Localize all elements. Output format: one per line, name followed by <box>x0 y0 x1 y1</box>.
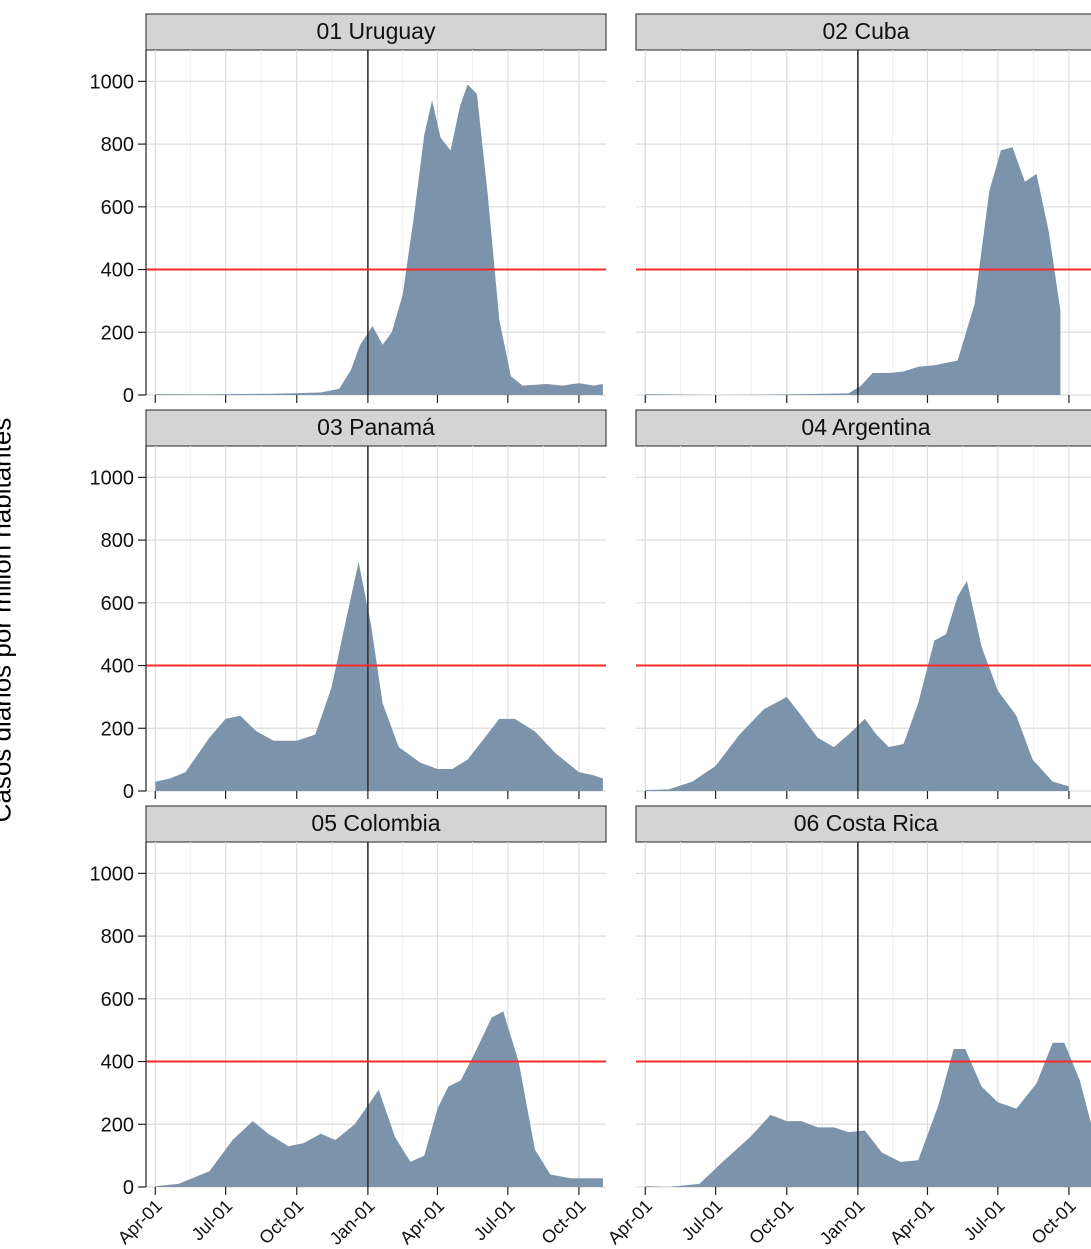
x-tick-label: Jul-01 <box>470 1196 519 1245</box>
x-tick-label: Apr-01 <box>604 1196 656 1248</box>
x-tick-label: Apr-01 <box>886 1196 938 1248</box>
area-series-06 Costa Rica <box>645 1042 1091 1187</box>
facet-strip <box>145 409 607 447</box>
facet-title: 03 Panamá <box>317 414 435 440</box>
y-tick-label: 1000 <box>90 467 135 489</box>
y-tick-label: 200 <box>101 1114 134 1136</box>
y-tick-label: 200 <box>101 322 134 344</box>
y-tick-label: 800 <box>101 926 134 948</box>
facet-title: 05 Colombia <box>311 810 440 836</box>
area-series-02 Cuba <box>645 147 1061 395</box>
y-tick-label: 600 <box>101 197 134 219</box>
facet-strip <box>635 805 1091 843</box>
x-tick-label: Apr-01 <box>114 1196 166 1248</box>
area-series-01 Uruguay <box>155 84 603 395</box>
x-tick-label: Oct-01 <box>537 1196 589 1248</box>
y-tick-label: 1000 <box>90 863 135 885</box>
facet-title: 02 Cuba <box>823 18 910 44</box>
y-tick-label: 0 <box>123 781 134 803</box>
facet-strip <box>635 13 1091 51</box>
y-tick-label: 1000 <box>90 71 135 93</box>
facet-title: 06 Costa Rica <box>794 810 939 836</box>
x-tick-label: Jan-01 <box>326 1196 379 1249</box>
x-tick-label: Jul-01 <box>960 1196 1009 1245</box>
y-tick-label: 800 <box>101 134 134 156</box>
x-tick-label: Oct-01 <box>255 1196 307 1248</box>
facet-strip <box>635 409 1091 447</box>
y-tick-label: 400 <box>101 260 134 282</box>
facet-title: 01 Uruguay <box>317 18 436 44</box>
y-tick-label: 0 <box>123 385 134 407</box>
y-tick-label: 0 <box>123 1177 134 1199</box>
x-tick-label: Oct-01 <box>745 1196 797 1248</box>
y-tick-label: 200 <box>101 718 134 740</box>
x-tick-label: Apr-01 <box>396 1196 448 1248</box>
y-tick-label: 600 <box>101 593 134 615</box>
y-tick-label: 600 <box>101 989 134 1011</box>
facet-title: 04 Argentina <box>801 414 930 440</box>
area-series-05 Colombia <box>155 1011 603 1187</box>
y-tick-label: 800 <box>101 530 134 552</box>
x-tick-label: Oct-01 <box>1027 1196 1079 1248</box>
facet-strip <box>145 805 607 843</box>
y-tick-label: 400 <box>101 1052 134 1074</box>
y-tick-label: 400 <box>101 656 134 678</box>
x-tick-label: Jul-01 <box>188 1196 237 1245</box>
area-series-03 Panamá <box>155 562 603 791</box>
facet-strip <box>145 13 607 51</box>
area-series-04 Argentina <box>645 580 1069 791</box>
x-tick-label: Jul-01 <box>678 1196 727 1245</box>
x-tick-label: Jan-01 <box>816 1196 869 1249</box>
